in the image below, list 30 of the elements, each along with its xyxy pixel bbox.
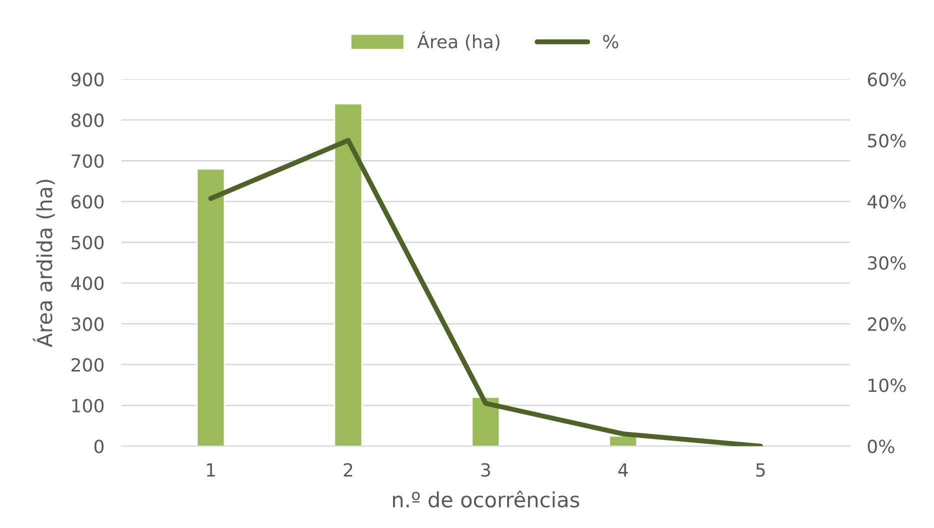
bar (471, 396, 500, 446)
y-tick-label: 100 (72, 398, 104, 413)
y2-tick-label: 40% (867, 194, 906, 209)
y2-tick-label: 30% (868, 256, 906, 270)
y-tick-label: 300 (72, 317, 104, 331)
bar (334, 102, 363, 446)
y2-tick-label: 10% (868, 378, 906, 392)
y2-tick-label: 20% (868, 317, 906, 331)
x-tick-label: 5 (756, 463, 765, 477)
y-tick-label: 600 (72, 194, 104, 209)
x-tick-label: 4 (618, 463, 628, 477)
line-series (208, 138, 764, 446)
y2-tick-label: 60% (868, 72, 906, 86)
y-tick-label: 400 (71, 276, 104, 290)
y-tick-label: 500 (72, 236, 104, 250)
legend-label: Área (ha) (417, 31, 500, 51)
x-tick-label: 1 (207, 463, 215, 477)
y2-tick-label: 50% (868, 134, 906, 148)
y-axis-title: Área ardida (ha) (32, 180, 55, 348)
x-axis-title: n.º de ocorrências (393, 490, 580, 508)
y-tick-label: 900 (71, 72, 104, 86)
y-tick-label: 800 (72, 113, 104, 128)
bar (196, 168, 226, 446)
legend-label: % (603, 34, 618, 48)
y-tick-label: 0 (94, 440, 104, 454)
y-tick-label: 700 (72, 154, 104, 168)
x-tick-label: 3 (481, 463, 490, 477)
y-tick-label: 200 (72, 358, 104, 372)
y2-tick-label: 0% (868, 440, 894, 454)
x-tick-label: 2 (344, 463, 352, 477)
